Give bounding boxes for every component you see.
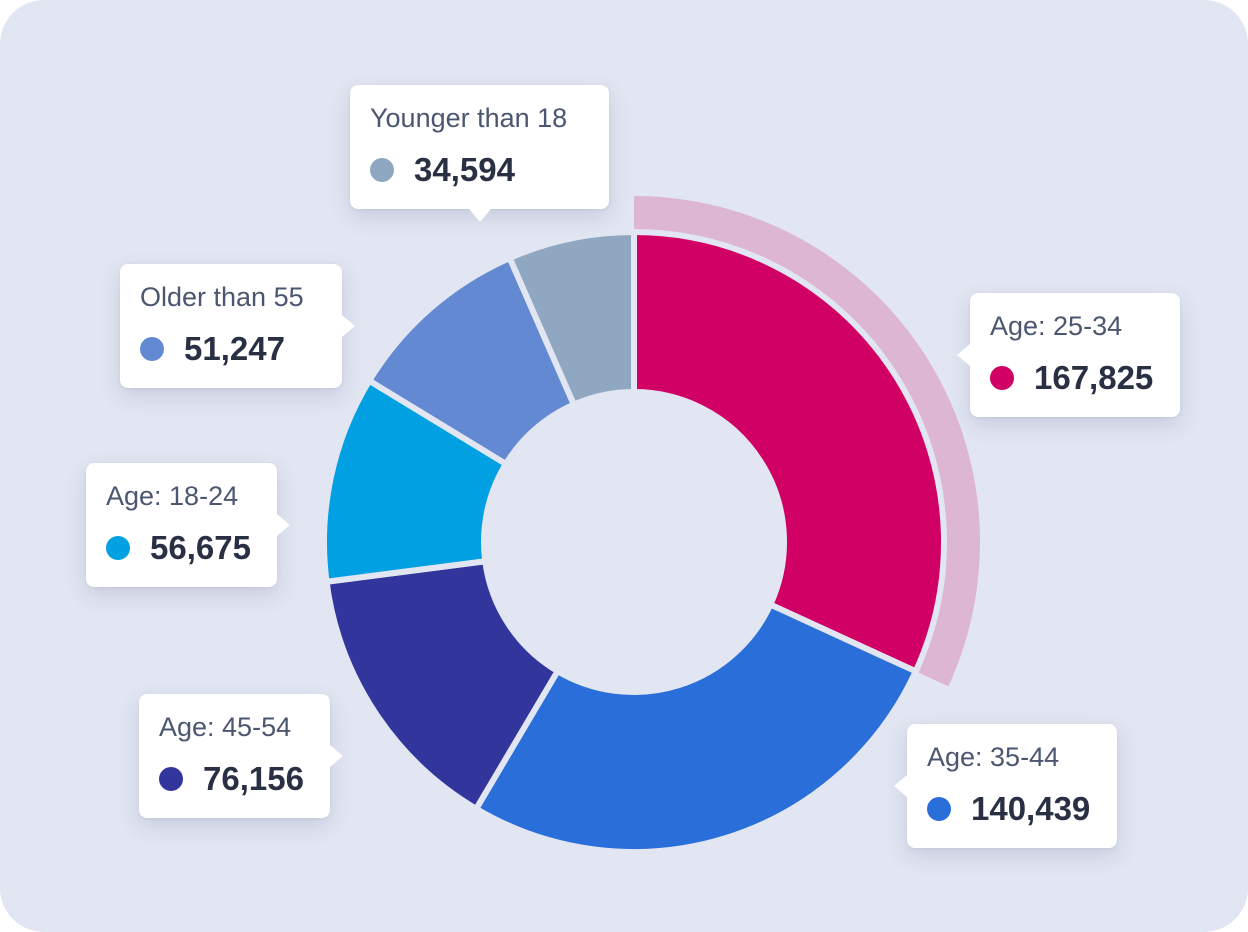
tooltip-label: Age: 18-24 <box>106 481 239 511</box>
legend-dot <box>927 797 951 821</box>
tooltip-label: Age: 45-54 <box>159 712 292 742</box>
tooltip-value: 34,594 <box>414 151 515 188</box>
tooltip-value: 167,825 <box>1034 359 1154 396</box>
tooltip-label: Age: 35-44 <box>927 742 1060 772</box>
tooltip-age-25-34: Age: 25-34 167,825 <box>957 293 1180 417</box>
tooltip-age-45-54: Age: 45-54 76,156 <box>139 694 343 818</box>
slice-younger-than-18[interactable] <box>506 229 637 408</box>
tooltip-value: 51,247 <box>184 330 285 367</box>
tooltip-age-35-44: Age: 35-44 140,439 <box>894 724 1117 848</box>
slice-age-18-24[interactable] <box>321 377 509 585</box>
tooltip-value: 140,439 <box>971 790 1091 827</box>
tooltip-pointer <box>342 315 355 337</box>
tooltip-younger-than-18: Younger than 18 34,594 <box>350 85 609 222</box>
tooltip-age-18-24: Age: 18-24 56,675 <box>86 463 290 587</box>
tooltip-label: Age: 25-34 <box>990 311 1123 341</box>
legend-dot <box>370 158 394 182</box>
legend-dot <box>159 767 183 791</box>
tooltip-older-than-55: Older than 55 51,247 <box>120 264 355 388</box>
tooltip-label: Younger than 18 <box>370 103 568 133</box>
slice-age-35-44[interactable] <box>473 601 919 855</box>
legend-dot <box>140 337 164 361</box>
tooltip-value: 76,156 <box>203 760 304 797</box>
tooltip-pointer <box>469 209 491 222</box>
highlight-ring-age-25-34 <box>634 196 980 687</box>
tooltip-pointer <box>957 344 970 366</box>
tooltip-pointer <box>277 514 290 536</box>
slice-age-25-34[interactable] <box>631 229 947 675</box>
tooltip-pointer <box>330 745 343 767</box>
tooltip-label: Older than 55 <box>140 282 304 312</box>
legend-dot <box>990 366 1014 390</box>
tooltip-pointer <box>894 775 907 797</box>
slice-age-45-54[interactable] <box>323 558 561 812</box>
tooltip-value: 56,675 <box>150 529 251 566</box>
legend-dot <box>106 536 130 560</box>
